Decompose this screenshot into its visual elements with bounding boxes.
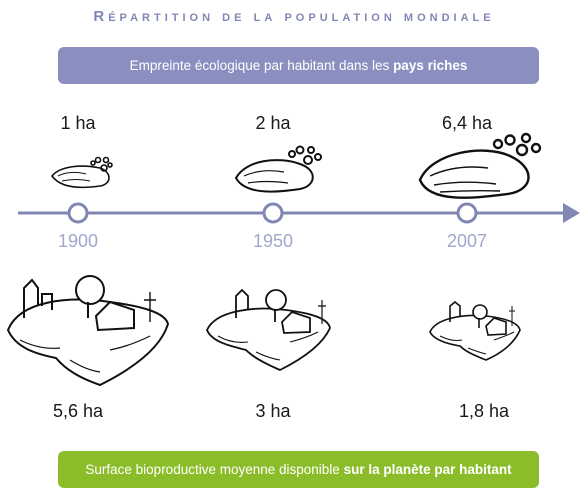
year-label-2007: 2007 (446, 231, 488, 251)
timeline (18, 202, 580, 224)
year-label-1900: 1900 (57, 231, 99, 251)
footprint-banner-bold: pays riches (393, 58, 468, 73)
surface-value-1950: 3 ha (255, 401, 291, 421)
footprint-value-1900: 1 ha (60, 113, 96, 133)
footprint-banner-text: Empreinte écologique par habitant dans l… (129, 58, 394, 73)
surface-banner: Surface bioproductive moyenne disponible… (58, 451, 539, 488)
surface-value-1900: 5,6 ha (52, 401, 104, 421)
land-island-1950 (206, 288, 331, 371)
surface-banner-bold: sur la planète par habitant (343, 462, 512, 477)
footprint-icon-1900 (50, 156, 113, 189)
land-island-1900 (6, 275, 170, 387)
footprint-value-2007: 6,4 ha (441, 113, 493, 133)
timeline-marker-1900 (67, 202, 89, 224)
surface-banner-text: Surface bioproductive moyenne disponible (85, 462, 344, 477)
timeline-marker-1950 (262, 202, 284, 224)
surface-value-2007: 1,8 ha (458, 401, 510, 421)
timeline-marker-2007 (456, 202, 478, 224)
footprint-icon-2007 (418, 132, 542, 199)
footprint-value-1950: 2 ha (255, 113, 291, 133)
footprint-banner: Empreinte écologique par habitant dans l… (58, 47, 539, 84)
land-island-2007 (429, 300, 521, 361)
year-label-1950: 1950 (252, 231, 294, 251)
diagram-title: Répartition de la population mondiale (93, 8, 495, 25)
footprint-icon-1950 (234, 145, 322, 193)
